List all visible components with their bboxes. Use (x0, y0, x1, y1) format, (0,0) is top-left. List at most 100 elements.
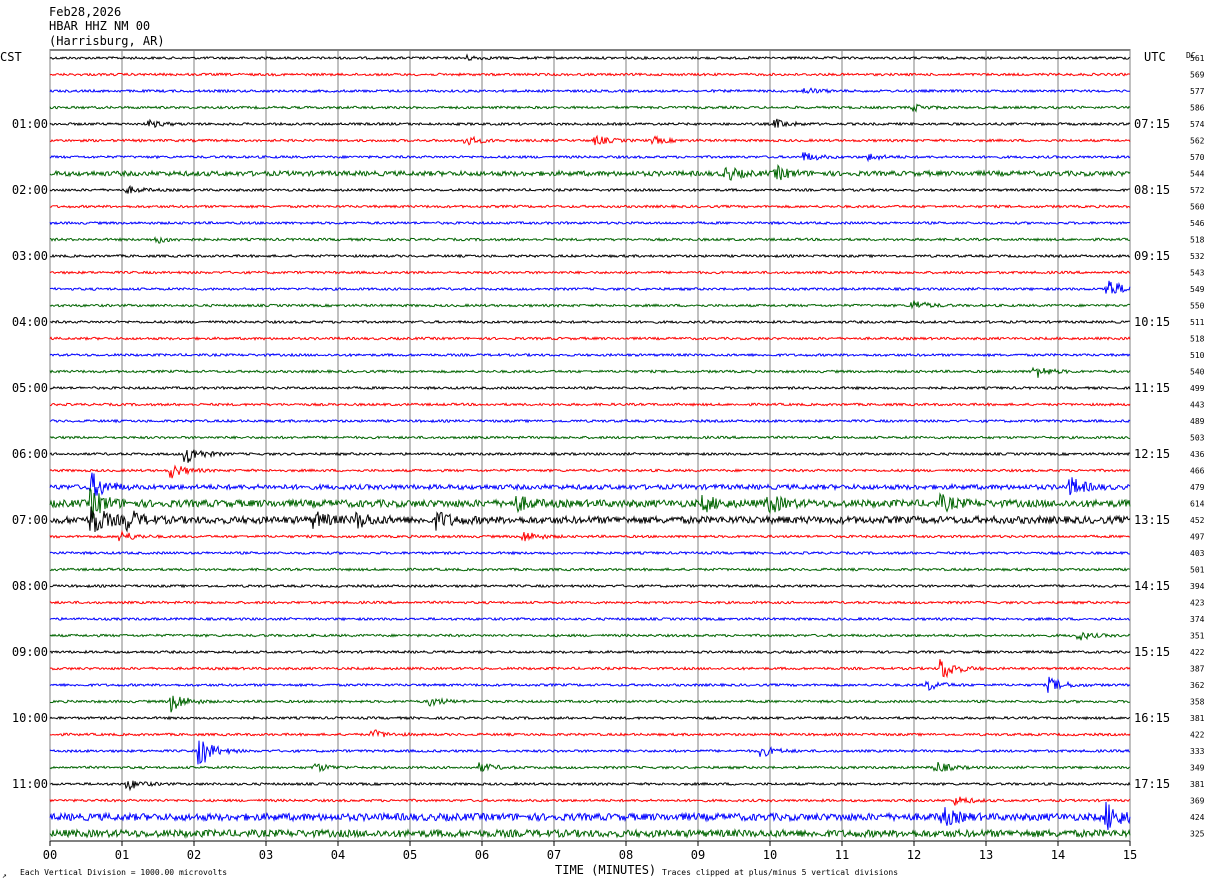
trace-line (49, 529, 1131, 542)
dc-offset-label: 532 (1190, 252, 1205, 261)
dc-offset-label: 550 (1190, 302, 1205, 311)
dc-offset-label: 362 (1190, 681, 1205, 690)
trace-line (49, 402, 1131, 407)
right-hour-label: 08:15 (1134, 183, 1170, 197)
left-hour-label: 08:00 (12, 579, 48, 593)
dc-offset-label: 614 (1190, 500, 1205, 509)
dc-offset-label: 394 (1190, 582, 1205, 591)
x-tick-label: 08 (619, 848, 633, 862)
trace-line (49, 53, 1131, 62)
x-axis-title: TIME (MINUTES) (555, 863, 656, 877)
dc-offset-label: 518 (1190, 335, 1205, 344)
dc-offset-label: 574 (1190, 120, 1205, 129)
trace-line (49, 385, 1131, 391)
dc-offset-label: 424 (1190, 813, 1205, 822)
trace-line (49, 801, 1131, 830)
right-hour-label: 09:15 (1134, 249, 1170, 263)
trace-line (49, 204, 1131, 209)
trace-line (49, 300, 1131, 310)
dc-offset-label: 499 (1190, 384, 1205, 393)
x-tick-label: 10 (763, 848, 777, 862)
dc-offset-label: 325 (1190, 830, 1205, 839)
trace-line (49, 336, 1131, 341)
dc-offset-label: 381 (1190, 714, 1205, 723)
dc-offset-label: 560 (1190, 203, 1205, 212)
dc-offset-label: 577 (1190, 87, 1205, 96)
left-hour-label: 11:00 (12, 777, 48, 791)
trace-line (50, 253, 1131, 259)
dc-offset-label: 479 (1190, 483, 1205, 492)
x-tick-label: 14 (1051, 848, 1065, 862)
trace-line (49, 464, 1131, 479)
trace-line (49, 418, 1131, 424)
trace-line (49, 352, 1131, 358)
dc-offset-label: 562 (1190, 137, 1205, 146)
trace-line (49, 828, 1131, 839)
dc-offset-label: 511 (1190, 318, 1205, 327)
trace-line (49, 87, 1131, 95)
trace-line (49, 280, 1131, 294)
left-hour-label: 04:00 (12, 315, 48, 329)
dc-offset-label: 561 (1190, 54, 1205, 63)
trace-line (49, 487, 1131, 519)
trace-line (49, 659, 1131, 679)
dc-offset-label: 489 (1190, 417, 1205, 426)
trace-line (49, 220, 1131, 226)
dc-offset-label: 423 (1190, 599, 1205, 608)
trace-line (49, 319, 1131, 325)
trace-line (49, 676, 1131, 693)
dc-offset-label: 503 (1190, 434, 1205, 443)
dc-offset-label: 501 (1190, 566, 1205, 575)
right-hour-label: 13:15 (1134, 513, 1170, 527)
trace-line (49, 72, 1131, 77)
dc-offset-label: 443 (1190, 401, 1205, 410)
station-location: (Harrisburg, AR) (49, 34, 165, 48)
axis-labels: CST UTC DC TIME (MINUTES) Each Vertical … (0, 50, 1205, 880)
dc-offset-label: 466 (1190, 467, 1205, 476)
dc-offset-label: 436 (1190, 450, 1205, 459)
left-hour-label: 09:00 (12, 645, 48, 659)
dc-offset-label: 422 (1190, 648, 1205, 657)
trace-line (49, 236, 1131, 244)
seismic-traces (49, 53, 1131, 839)
trace-line (49, 740, 1131, 765)
dc-offset-label: 549 (1190, 285, 1205, 294)
dc-column-label: DC (1186, 51, 1196, 60)
trace-line (49, 715, 1131, 721)
x-tick-label: 07 (547, 848, 561, 862)
trace-line (49, 796, 1131, 806)
x-tick-label: 05 (403, 848, 417, 862)
dc-offset-label: 333 (1190, 747, 1205, 756)
trace-line (49, 435, 1131, 440)
dc-offset-label: 540 (1190, 368, 1205, 377)
trace-line (49, 567, 1131, 572)
dc-offset-label: 510 (1190, 351, 1205, 360)
trace-line (49, 729, 1131, 738)
trace-line (49, 616, 1131, 622)
right-hour-label: 17:15 (1134, 777, 1170, 791)
trace-line (49, 270, 1131, 275)
trace-line (49, 649, 1131, 655)
trace-line (49, 600, 1131, 605)
left-hour-label: 06:00 (12, 447, 48, 461)
trace-line (49, 366, 1131, 378)
left-timezone-label: CST (0, 50, 22, 64)
dc-offset-label: 452 (1190, 516, 1205, 525)
dc-offset-label: 349 (1190, 764, 1205, 773)
left-hour-label: 07:00 (12, 513, 48, 527)
x-tick-label: 09 (691, 848, 705, 862)
trace-line (49, 761, 1131, 773)
scale-note: Each Vertical Division = 1000.00 microvo… (20, 868, 227, 877)
x-tick-label: 01 (115, 848, 129, 862)
trace-line (49, 695, 1131, 713)
dc-offset-label: 381 (1190, 780, 1205, 789)
right-timezone-label: UTC (1144, 50, 1166, 64)
trace-line (49, 152, 1131, 163)
trace-line (49, 550, 1130, 556)
dc-offset-label: 369 (1190, 797, 1205, 806)
left-hour-label: 03:00 (12, 249, 48, 263)
x-tick-label: 15 (1123, 848, 1137, 862)
trace-line (49, 780, 1131, 792)
x-tick-label: 06 (475, 848, 489, 862)
dc-offset-label: 569 (1190, 71, 1205, 80)
